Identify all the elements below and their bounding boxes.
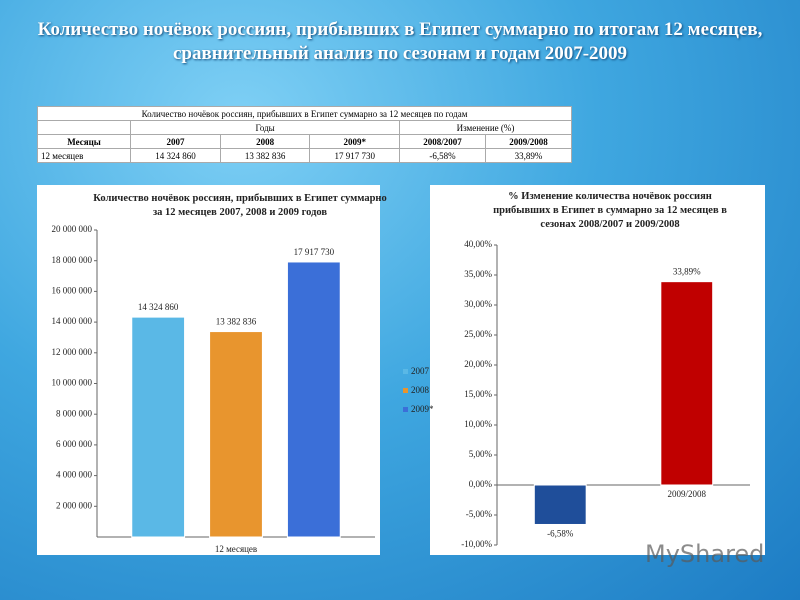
slide-title: Количество ночёвок россиян, прибывших в … (37, 19, 763, 64)
group-header: Изменение (%) (399, 120, 572, 135)
cell: 17 917 730 (309, 148, 401, 163)
value-label: 17 917 730 (294, 247, 335, 257)
y-tick-label: 30,00% (464, 299, 492, 309)
chart-title: Количество ночёвок россиян, прибывших в … (93, 193, 387, 218)
y-tick-label: 6 000 000 (56, 439, 93, 449)
y-tick-label: 15,00% (464, 389, 492, 399)
cell: 33,89% (484, 148, 573, 163)
watermark: MyShared (645, 540, 765, 568)
header-cell: 2007 (130, 134, 221, 149)
y-tick-label: 8 000 000 (56, 408, 93, 418)
cell: 13 382 836 (219, 148, 311, 163)
header-cell: 2008/2007 (399, 134, 486, 149)
header-cell: Месяцы (36, 134, 132, 149)
y-tick-label: 2 000 000 (56, 500, 93, 510)
value-label: 14 324 860 (138, 302, 179, 312)
y-tick-label: 14 000 000 (52, 316, 93, 326)
bar (533, 484, 587, 525)
data-row: 12 месяцев 14 324 860 13 382 836 17 917 730… (36, 148, 573, 163)
y-tick-label: -5,00% (466, 509, 493, 519)
cell: 12 месяцев (36, 148, 132, 163)
legend-swatch (403, 407, 408, 412)
y-tick-label: 16 000 000 (52, 285, 93, 295)
x-tick-label: 12 месяцев (215, 544, 257, 554)
value-label: 33,89% (673, 267, 701, 277)
legend-swatch (403, 388, 408, 393)
legend-swatch (403, 369, 408, 374)
y-tick-label: 10 000 000 (52, 378, 93, 388)
y-tick-label: 12 000 000 (52, 347, 93, 357)
y-tick-label: 20,00% (464, 359, 492, 369)
bar (209, 331, 263, 538)
bar (660, 281, 714, 486)
header-cell: 2009* (309, 134, 401, 149)
y-tick-label: 0,00% (469, 479, 493, 489)
chart-title: % Изменение количества ночёвок россиян п… (493, 191, 727, 230)
cell: 14 324 860 (130, 148, 221, 163)
y-tick-label: 18 000 000 (52, 255, 93, 265)
value-label: 13 382 836 (216, 317, 257, 327)
table-title: Количество ночёвок россиян, прибывших в … (37, 106, 572, 121)
y-tick-label: 10,00% (464, 419, 492, 429)
y-tick-label: 25,00% (464, 329, 492, 339)
group-header: Годы (130, 120, 401, 135)
y-tick-label: 4 000 000 (56, 470, 93, 480)
bar (286, 261, 341, 538)
header-row: Месяцы 2007 2008 2009* 2008/2007 2009/2008 (36, 134, 573, 149)
y-tick-label: 40,00% (464, 239, 492, 249)
cell: -6,58% (399, 148, 486, 163)
cell (36, 120, 132, 135)
legend-label: 2007 (411, 366, 430, 376)
y-tick-label: -10,00% (461, 539, 492, 549)
y-tick-label: 20 000 000 (52, 224, 93, 234)
y-tick-label: 35,00% (464, 269, 492, 279)
bar (131, 316, 186, 538)
header-cell: 2009/2008 (484, 134, 573, 149)
y-tick-label: 5,00% (469, 449, 493, 459)
header-cell: 2008 (219, 134, 311, 149)
legend-label: 2009* (411, 404, 434, 414)
legend-label: 2008 (411, 385, 430, 395)
value-label: -6,58% (547, 529, 574, 539)
data-table: Количество ночёвок россиян, прибывших в … (36, 106, 573, 163)
x-tick-label: 2009/2008 (667, 489, 706, 499)
